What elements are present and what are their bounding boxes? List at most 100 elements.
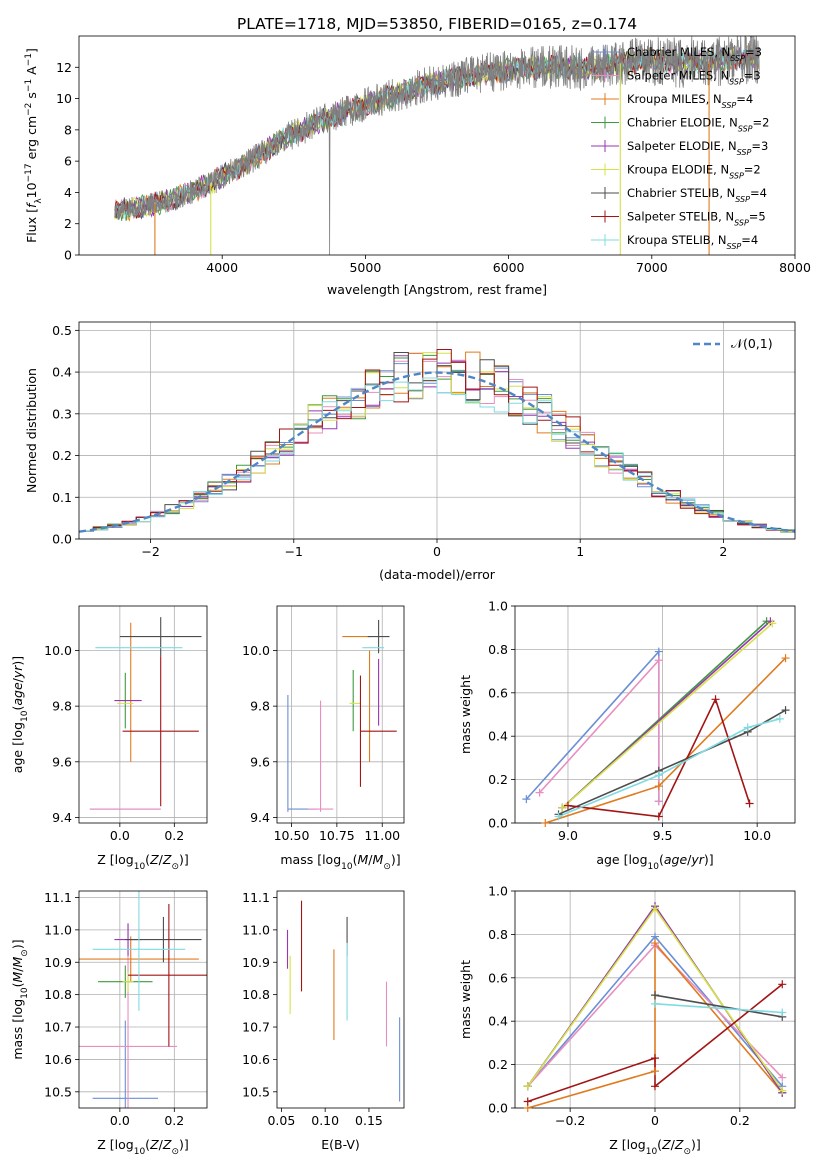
weight-marker [651,999,659,1008]
legend-sub: SSP [734,218,749,227]
x-tick-label: −0.2 [555,1113,585,1128]
axes-z-age: 0.0 0.29.49.69.810.0Z [log10(Z/Z⊙)]age [l… [10,605,208,872]
x-tick-label: 0.05 [267,1113,295,1128]
axes-frame [276,890,405,1109]
legend-label: Chabrier ELODIE, N [627,116,738,130]
y-tick-label: 9.8 [250,699,270,714]
y-tick-label: 0.4 [488,1014,508,1029]
errorbar-point [122,656,199,807]
label-part: age [664,852,688,867]
legend-suffix: =5 [749,210,766,224]
y-tick-label: 9.6 [52,754,72,769]
weight-marker [775,714,784,723]
label-part: 10 [134,862,146,872]
label-part: ] [24,48,39,53]
y-tick-label: 0.2 [488,772,508,787]
label-part: age [10,682,25,706]
plot-area [114,36,760,255]
y-tick-label: 0.0 [52,532,72,547]
label-part: 10 [646,1147,658,1157]
legend-label: Kroupa STELIB, N [627,233,727,247]
label-part: ( [145,1137,150,1152]
x-tick-label: 0.15 [355,1113,383,1128]
legend-suffix: =3 [751,139,768,153]
y-tick-label: 11.0 [242,922,270,937]
x-tick-label: 7000 [636,260,668,275]
y-tick-label: 8 [64,122,72,137]
x-axis-label: wavelength [Angstrom, rest frame] [327,282,547,297]
weight-marker [651,1054,659,1063]
weight-marker [651,1067,659,1076]
label-part: )] [179,852,189,867]
weight-line-kroupa-miles [545,657,787,823]
observed-spectrum [114,36,760,255]
label-part: A [24,66,39,79]
label-part: ( [10,706,25,711]
weight-marker [654,782,663,791]
weight-marker [778,1073,787,1082]
legend-entry: Chabrier MILES, NSSP=3 [627,45,762,63]
errorbar-point [128,903,207,1047]
axes-frame [514,605,796,824]
legend-sub: SSP [722,101,737,110]
label-part: ⊙ [20,949,30,957]
weight-marker [651,991,659,1000]
label-part: / [368,852,373,867]
legend-suffix: =4 [736,92,753,106]
legend-label: Salpeter MILES, N [627,69,729,83]
label-part: age [log [596,852,647,867]
label-part: age [log [10,722,25,773]
x-tick-label: 8000 [779,260,811,275]
label-part: )] [391,852,401,867]
label-part: / [10,677,25,682]
weight-line-salpeter-miles [539,658,660,802]
legend-entry: Salpeter MILES, NSSP=3 [627,69,761,87]
label-part: ( [145,852,150,867]
y-tick-label: 0.8 [488,642,508,657]
legend-label: Kroupa ELODIE, N [627,163,729,177]
label-part: / [159,1137,164,1152]
errorbar-point [79,936,199,982]
label-part: M [10,956,25,967]
label-part: ⊙ [383,862,391,872]
label-part: yr [10,665,25,679]
y-axis-label: mass weight [458,675,473,754]
legend-suffix: =4 [741,233,758,247]
y-tick-label: 1.0 [488,884,508,899]
y-tick-label: 0 [64,248,72,263]
plot-area [79,349,795,533]
weight-marker [651,904,659,913]
x-axis-label: Z [log10(Z/Z⊙)] [609,1137,701,1157]
label-part: erg cm [24,116,39,164]
axes-frame [514,890,796,1109]
y-tick-label: 10.6 [44,1052,72,1067]
weight-marker [522,795,531,804]
label-part: Z [149,1137,159,1152]
y-tick-label: 0.2 [52,448,72,463]
y-tick-label: 0.4 [52,365,72,380]
weight-marker [654,771,663,780]
label-part: / [10,967,25,972]
weight-marker [654,812,663,821]
weight-marker [523,1082,532,1091]
legend-label: Chabrier STELIB, N [627,186,735,200]
legend-entry: Kroupa ELODIE, NSSP=2 [627,163,761,181]
label-part: / [687,852,692,867]
y-tick-label: 11.0 [44,922,72,937]
label-part: ⊙ [171,862,179,872]
label-part: 10 [134,1147,146,1157]
label-part: Z [149,852,159,867]
plot-area [79,891,207,1108]
y-tick-label: 10.0 [44,643,72,658]
legend-entry: Salpeter STELIB, NSSP=5 [627,210,766,228]
axes-frame [78,890,208,1109]
label-part: )] [179,1137,189,1152]
label-part: Z [162,1137,172,1152]
legend-sub: SSP [727,242,742,251]
axes-residuals: −2 −1 0 1 2 0.0 0.1 0.2 0.3 0.4 0.5 𝒩(0,1) (data-mod… [24,321,796,582]
x-tick-label: 10.75 [319,828,355,843]
weight-marker [768,619,777,628]
legend-suffix: =4 [750,186,767,200]
legend-sub: SSP [729,171,744,180]
